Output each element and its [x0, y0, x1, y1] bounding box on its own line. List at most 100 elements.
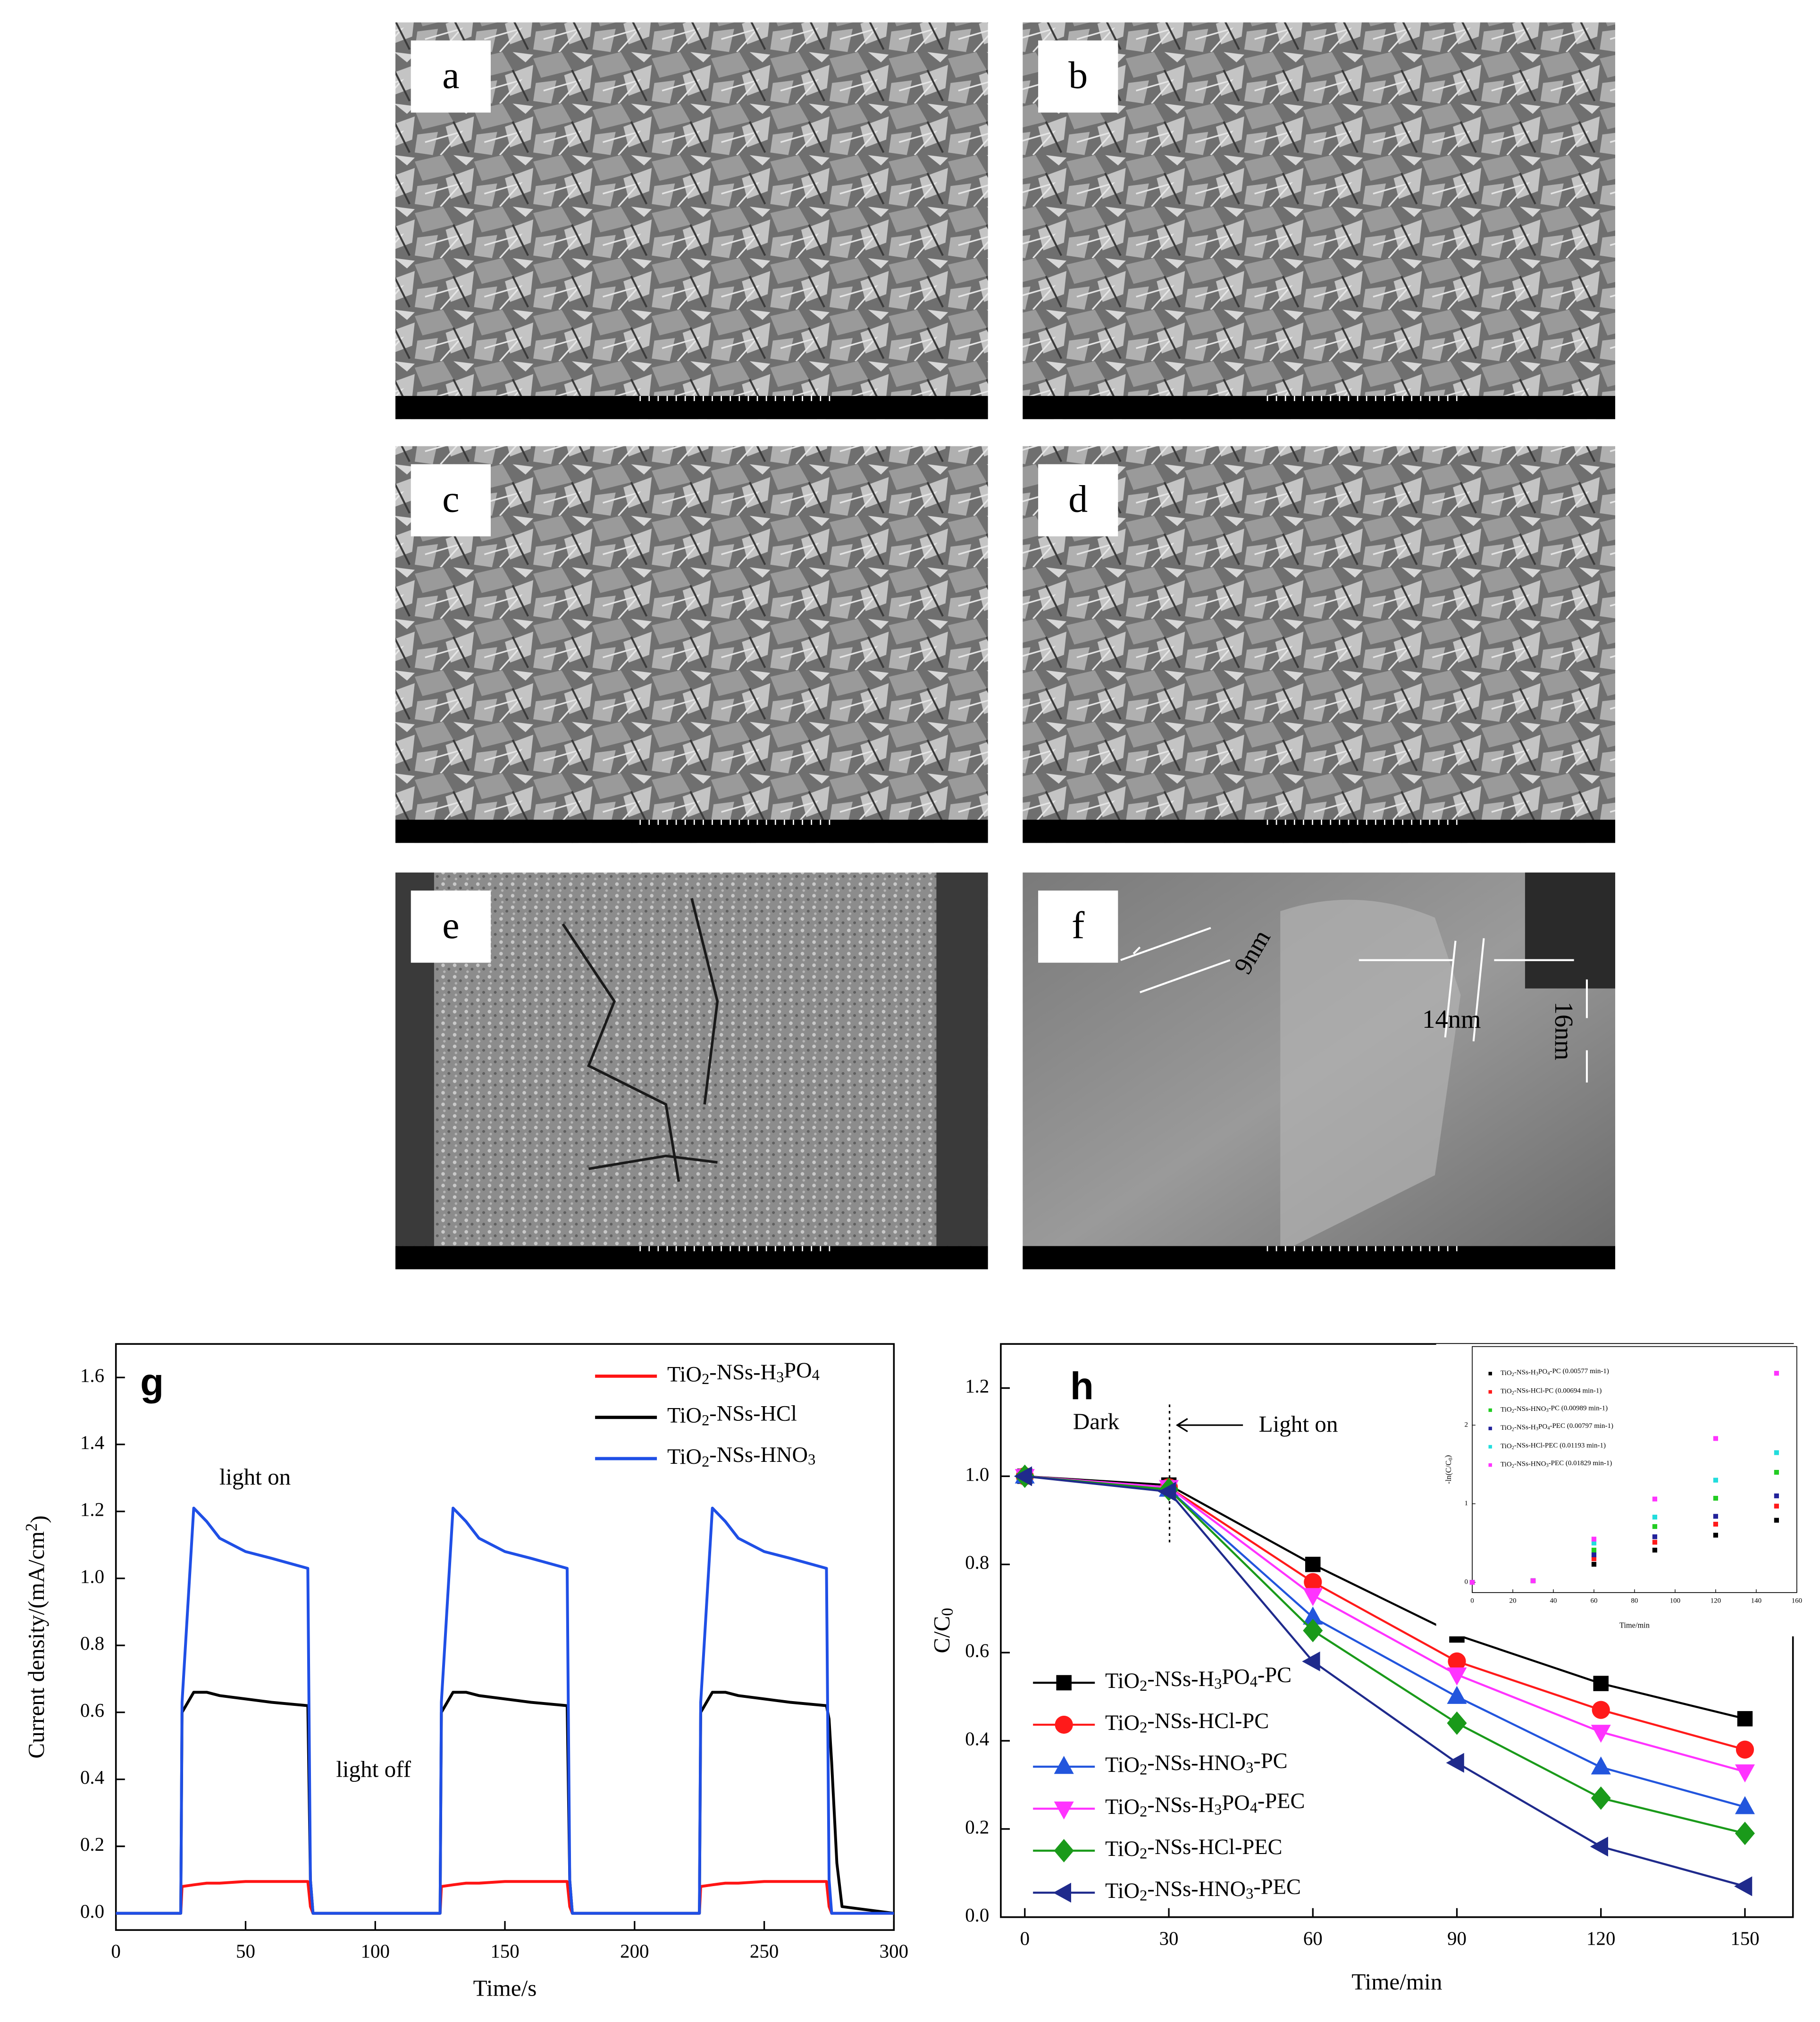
- marker: [1735, 1764, 1755, 1783]
- marker: [1652, 1534, 1658, 1539]
- marker: [1591, 1536, 1597, 1542]
- x-tick-label: 100: [361, 1941, 390, 1962]
- x-tick-label: 60: [1303, 1928, 1323, 1949]
- legend-marker: [1055, 1715, 1073, 1734]
- y-tick-label: 1.2: [965, 1376, 989, 1397]
- light-on-arrow: [1175, 1418, 1243, 1433]
- dimension-label: 14nm: [1422, 1005, 1481, 1033]
- sem-sheet: [1280, 899, 1461, 1253]
- marker: [1446, 1753, 1464, 1773]
- x-tick-label: 300: [880, 1941, 908, 1962]
- sem-info: S4800 5.0kV x20.0k SE(M): [1028, 399, 1183, 414]
- series-line: [1024, 1475, 1745, 1835]
- y-tick-label: 1.2: [80, 1499, 104, 1520]
- marker: [1713, 1436, 1719, 1441]
- sem-info: S4800 5.0kV x20.0k SE(M): [401, 399, 556, 414]
- marker: [1530, 1578, 1536, 1584]
- sem-info-bar: [1023, 820, 1615, 843]
- marker: [1591, 1540, 1597, 1546]
- panel-label: h: [1070, 1365, 1094, 1408]
- x-tick-label: 80: [1631, 1597, 1638, 1604]
- marker: [1774, 1503, 1779, 1509]
- marker: [1447, 1686, 1467, 1704]
- x-tick-label: 120: [1711, 1597, 1721, 1604]
- y-tick-label: 0.8: [80, 1633, 104, 1654]
- x-tick-label: 140: [1751, 1597, 1762, 1604]
- x-tick-label: 160: [1792, 1597, 1803, 1604]
- legend-label: TiO2-NSs-HNO3-PEC: [1105, 1875, 1301, 1905]
- legend-marker: [1054, 1756, 1074, 1774]
- marker: [1713, 1533, 1719, 1538]
- y-tick-label: 1.0: [965, 1464, 989, 1485]
- marker: [1447, 1667, 1467, 1686]
- panel-label-box: [411, 464, 491, 537]
- sem-image: [1023, 22, 1615, 420]
- legend-marker: [1488, 1372, 1492, 1376]
- panel-label: g: [140, 1361, 164, 1404]
- series-line: [1024, 1475, 1745, 1720]
- marker: [1591, 1556, 1597, 1561]
- sem-info-bar: [395, 820, 988, 843]
- sem-info: S4800 5.0kV x20.0k SE(M): [401, 823, 556, 838]
- legend-label: TiO2-NSs-H3PO4: [667, 1359, 820, 1388]
- x-tick-label: 100: [1670, 1597, 1680, 1604]
- legend-label: TiO2-NSs-HCl-PEC: [1105, 1835, 1282, 1863]
- marker: [1652, 1496, 1658, 1502]
- sem-image: [1023, 446, 1615, 843]
- sem-info-bar: [395, 396, 988, 420]
- dimension-line: [1120, 927, 1211, 961]
- x-tick-label: 90: [1447, 1928, 1467, 1949]
- legend-label: TiO2-NSs-HCl-PC: [1105, 1709, 1269, 1737]
- y-tick-label: 2: [1464, 1421, 1468, 1429]
- legend-marker: [1053, 1882, 1071, 1903]
- inset-background: [1436, 1344, 1800, 1636]
- marker: [1713, 1495, 1719, 1501]
- sem-scale: 2.00um: [940, 399, 983, 414]
- legend-label: TiO2-NSs-HCl-PC (0.00694 min-1): [1501, 1387, 1602, 1396]
- marker: [1774, 1469, 1779, 1475]
- marker: [1713, 1477, 1719, 1483]
- marker: [1734, 1876, 1753, 1896]
- sem-scale: 50.0um: [940, 1249, 983, 1264]
- marker: [1591, 1725, 1611, 1743]
- annotation: light off: [336, 1756, 411, 1782]
- sem-scale: 100nm: [1571, 1249, 1610, 1264]
- x-tick-label: 250: [750, 1941, 779, 1962]
- legend-label: TiO2-NSs-HNO3-PEC (0.01829 min-1): [1501, 1460, 1612, 1469]
- x-axis-label: Time/s: [473, 1975, 537, 2001]
- x-tick-label: 60: [1590, 1597, 1597, 1604]
- y-axis-label: -ln(C/C0): [1443, 1455, 1453, 1484]
- dimension-label: 16nm: [1550, 1002, 1578, 1060]
- marker: [1774, 1371, 1779, 1376]
- legend-marker: [1054, 1801, 1074, 1820]
- legend-label: TiO2-NSs-HCl: [667, 1401, 797, 1429]
- plot-frame: [115, 1343, 895, 1931]
- y-tick-label: 1.6: [80, 1365, 104, 1386]
- y-tick-label: 0.6: [965, 1640, 989, 1661]
- y-tick-label: 0.4: [80, 1767, 104, 1788]
- legend-marker: [1054, 1839, 1074, 1863]
- series-line: [1024, 1475, 1745, 1773]
- sem-image: [395, 873, 988, 1269]
- sem-info: S4800 5.0kV x1.00k SE(U): [401, 1249, 554, 1264]
- legend-marker: [1488, 1463, 1492, 1467]
- y-axis-label: C/C0: [929, 1608, 956, 1653]
- legend-marker: [1056, 1675, 1072, 1691]
- x-tick-label: 0: [111, 1941, 120, 1962]
- panel-label: f: [1072, 904, 1085, 947]
- marker: [1652, 1540, 1658, 1545]
- marker: [1736, 1740, 1754, 1759]
- sem-background: [936, 873, 988, 1246]
- sem-info: S4800 5.0kV x300k SE(M): [1028, 1249, 1179, 1264]
- marker: [1774, 1450, 1779, 1455]
- marker: [1652, 1524, 1658, 1529]
- legend-marker: [1488, 1426, 1492, 1430]
- legend-marker: [1488, 1408, 1492, 1412]
- marker: [1774, 1493, 1779, 1499]
- marker: [1303, 1606, 1323, 1625]
- legend-label: TiO2-NSs-H3PO4-PEC: [1105, 1789, 1305, 1821]
- marker: [1303, 1619, 1323, 1643]
- y-tick-label: 0.0: [965, 1905, 989, 1926]
